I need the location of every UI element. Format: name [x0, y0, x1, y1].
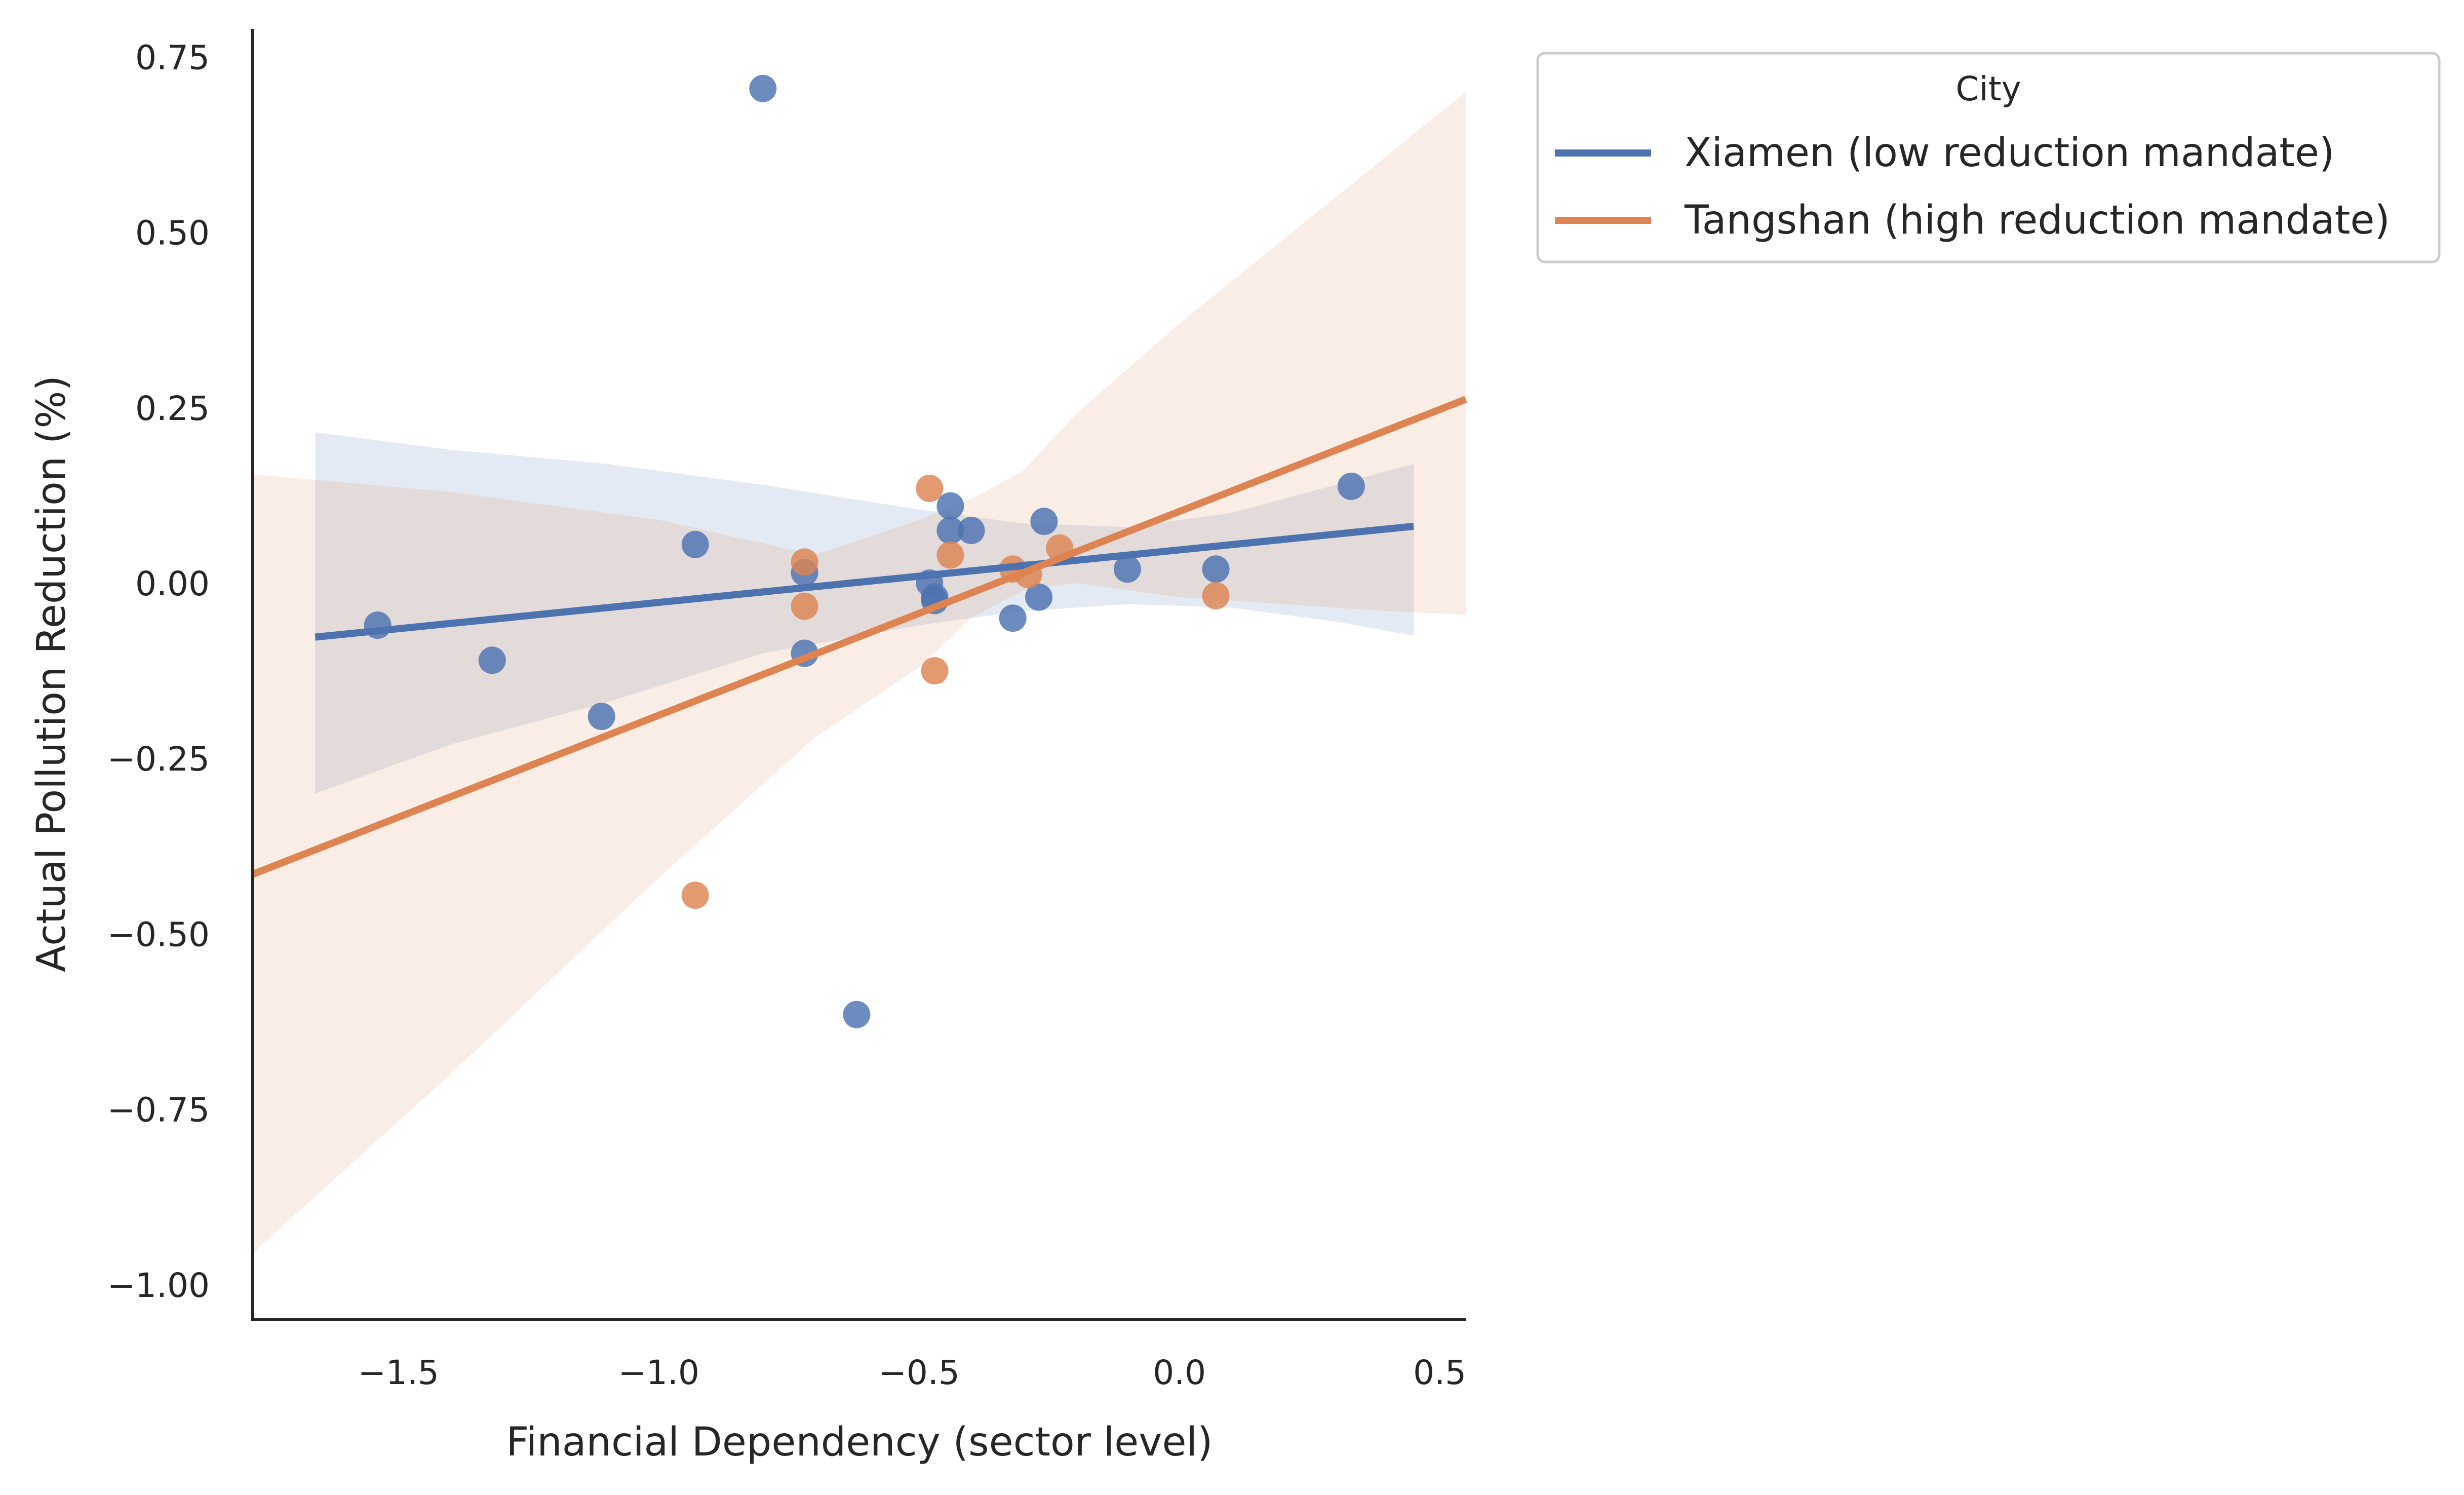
x-tick-label-0: −1.5 — [358, 1353, 439, 1392]
point-xiamen-3 — [681, 530, 709, 558]
x-tick-labels: −1.5 −1.0 −0.5 0.0 0.5 — [358, 1353, 1466, 1392]
point-xiamen-1 — [478, 646, 506, 674]
point-tangshan-5 — [936, 541, 964, 569]
point-tangshan-3 — [916, 475, 944, 502]
x-tick-label-3: 0.0 — [1153, 1353, 1206, 1392]
y-tick-labels: 0.75 0.50 0.25 0.00 −0.25 −0.50 −0.75 −1.00 — [107, 38, 210, 1305]
fit-line-xiamen — [315, 522, 1414, 641]
regression-lines — [251, 396, 1467, 878]
legend: City Xiamen (low reduction mandate) Tang… — [1536, 52, 2441, 263]
legend-title: City — [1955, 69, 2021, 108]
x-tick-label-4: 0.5 — [1413, 1353, 1466, 1392]
point-xiamen-11 — [936, 492, 964, 520]
ci-band-tangshan — [253, 92, 1466, 1253]
y-tick-label-0: 0.75 — [135, 38, 210, 77]
point-xiamen-14 — [999, 604, 1027, 632]
y-tick-label-2: 0.25 — [135, 389, 210, 428]
y-tick-label-3: 0.00 — [135, 564, 210, 603]
point-xiamen-2 — [588, 703, 615, 731]
y-tick-label-6: −0.75 — [107, 1091, 210, 1130]
point-tangshan-9 — [1202, 582, 1230, 609]
x-tick-label-1: −1.0 — [618, 1353, 699, 1392]
confidence-bands — [253, 92, 1466, 1253]
x-axis-label: Financial Dependency (sector level) — [506, 1420, 1213, 1465]
axes — [251, 29, 1466, 1321]
point-xiamen-12 — [936, 517, 964, 545]
legend-label-xiamen: Xiamen (low reduction mandate) — [1685, 130, 2334, 176]
fit-line-tangshan — [251, 396, 1467, 878]
point-xiamen-4 — [749, 74, 777, 102]
legend-frame — [1536, 52, 2441, 263]
ci-band-xiamen — [315, 432, 1414, 794]
point-tangshan-4 — [921, 657, 949, 685]
y-tick-label-7: −1.00 — [107, 1266, 210, 1305]
point-xiamen-7 — [843, 1001, 871, 1028]
y-tick-label-1: 0.50 — [135, 214, 210, 253]
y-tick-label-5: −0.50 — [107, 915, 210, 954]
point-xiamen-13 — [957, 517, 985, 545]
point-tangshan-1 — [791, 548, 818, 576]
x-tick-label-2: −0.5 — [879, 1353, 960, 1392]
point-tangshan-0 — [681, 881, 709, 909]
y-tick-label-4: −0.25 — [107, 740, 210, 779]
point-xiamen-15 — [1025, 583, 1053, 611]
legend-label-tangshan: Tangshan (high reduction mandate) — [1684, 198, 2390, 243]
y-axis-label: Actual Pollution Reduction (%) — [29, 375, 74, 972]
point-xiamen-16 — [1030, 508, 1058, 535]
point-xiamen-17 — [1113, 555, 1141, 583]
point-tangshan-2 — [791, 592, 818, 620]
point-xiamen-18 — [1202, 555, 1230, 583]
point-xiamen-19 — [1337, 472, 1365, 500]
